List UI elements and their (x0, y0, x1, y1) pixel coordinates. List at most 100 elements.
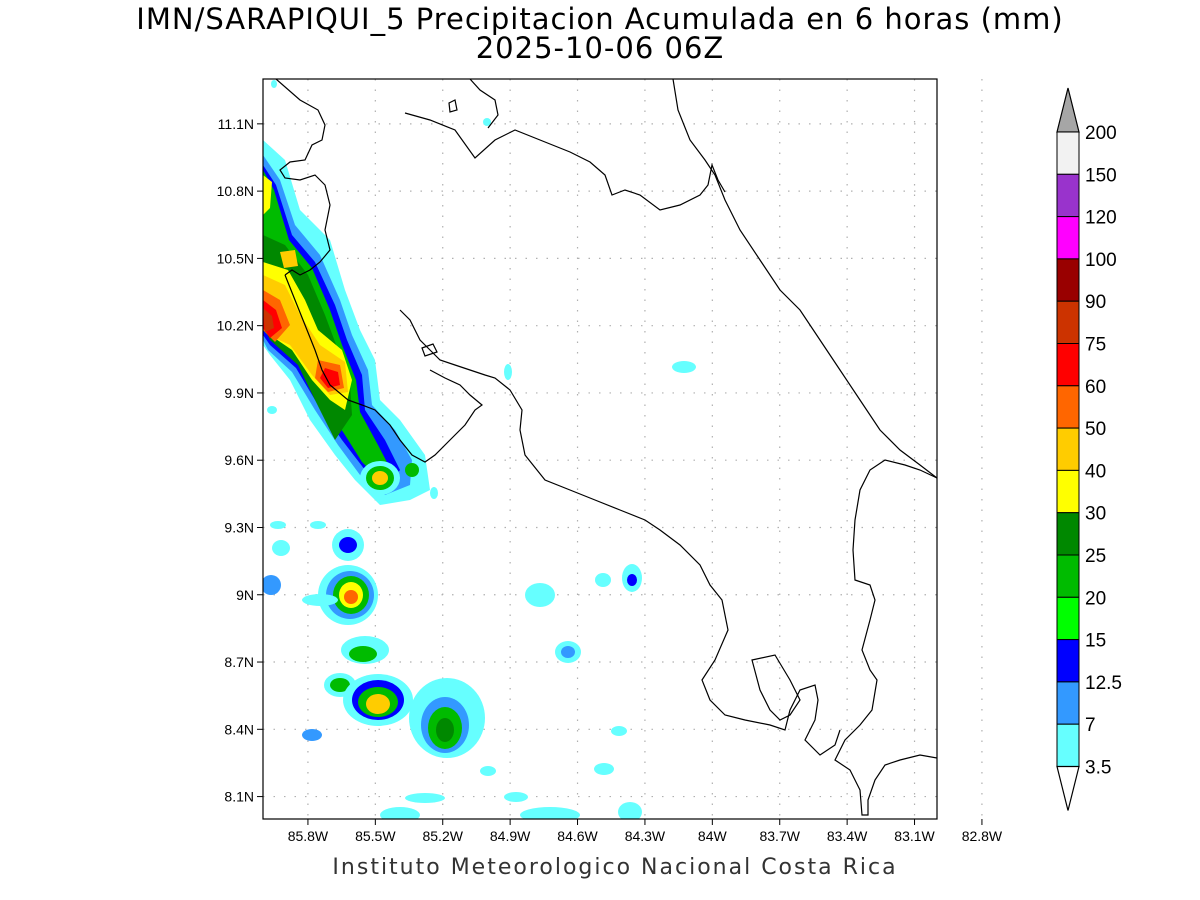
lat-tick-label: 10.2N (217, 318, 254, 334)
rain-cell (595, 573, 611, 587)
rain-cell (525, 583, 555, 607)
lat-tick-label: 11.1N (218, 116, 254, 132)
colorbar-swatch (1056, 681, 1080, 725)
rain-cell (263, 575, 281, 595)
colorbar-swatch (1056, 258, 1080, 302)
lon-tick-label: 83.4W (827, 828, 868, 844)
rain-cell (627, 574, 637, 586)
colorbar-top-arrow (1056, 87, 1080, 133)
lat-tick-label: 8.7N (224, 654, 254, 670)
colorbar-swatch (1056, 427, 1080, 471)
rain-cell (618, 802, 642, 819)
rain-area-40-north (280, 250, 298, 268)
lon-tick-label: 82.8W (962, 828, 1003, 844)
rain-cell (349, 646, 377, 662)
colorbar-swatch (1056, 639, 1080, 683)
colorbar-swatch (1056, 554, 1080, 598)
colorbar-label: 3.5 (1085, 758, 1111, 779)
rain-cell (270, 521, 286, 529)
precipitation-field (263, 80, 696, 819)
lat-tick-label: 8.4N (224, 721, 254, 737)
lon-tick-label: 85.8W (288, 828, 329, 844)
colorbar-label: 12.5 (1085, 673, 1122, 694)
colorbar-label: 120 (1085, 208, 1117, 229)
rain-area-60 (263, 300, 340, 388)
colorbar-label: 20 (1085, 588, 1106, 609)
coastline (275, 79, 937, 816)
lat-tick-label: 9.3N (224, 519, 254, 535)
map-valid-time: 2025-10-06 06Z (475, 31, 725, 65)
colorbar-swatch (1056, 512, 1080, 556)
lat-tick-label: 8.1N (224, 789, 254, 805)
colorbar-label: 50 (1085, 419, 1106, 440)
rain-cell (372, 471, 388, 485)
lat-tick-label: 10.8N (217, 183, 254, 199)
lon-tick-label: 85.5W (355, 828, 396, 844)
rain-cell (436, 718, 454, 742)
colorbar-label: 60 (1085, 377, 1106, 398)
rain-cell (271, 80, 277, 88)
colorbar-legend: 200 150 120 100 90 75 60 50 40 30 25 20 15 12.5 7 3.5 (1056, 87, 1122, 811)
rain-cell (344, 590, 358, 604)
lon-tick-label: 83.7W (759, 828, 800, 844)
rain-cell (330, 678, 350, 692)
rain-cell (339, 537, 357, 553)
colorbar-label: 90 (1085, 292, 1106, 313)
colorbar-label: 100 (1085, 250, 1117, 271)
nicoya-peninsula (284, 274, 483, 463)
rain-cell (480, 766, 496, 776)
rain-cell (267, 406, 277, 414)
lake-islet (448, 99, 458, 113)
colorbar-bottom-arrow (1056, 765, 1080, 811)
rain-cell (272, 540, 290, 556)
colorbar-swatch (1056, 596, 1080, 641)
rain-cell (380, 807, 420, 819)
colorbar-label: 150 (1085, 165, 1117, 186)
lat-tick-label: 9N (236, 587, 254, 603)
latitude-axis: 11.1N 10.8N 10.5N 10.2N 9.9N 9.6N 9.3N 9N 8.7N 8.… (217, 116, 263, 805)
colorbar-swatch (1056, 131, 1080, 175)
golfo-dulce (751, 654, 801, 721)
colorbar-label: 75 (1085, 335, 1106, 356)
pacific-coast-central (399, 309, 841, 756)
rain-cell (504, 792, 528, 802)
rain-area-75 (263, 308, 274, 332)
longitude-axis: 85.8W 85.5W 85.2W 84.9W 84.6W 84.3W 84W 83.7W 83… (288, 819, 1003, 844)
lat-tick-label: 9.9N (224, 385, 254, 401)
rain-cell (302, 729, 322, 741)
panama-border (834, 459, 937, 816)
map-title: IMN/SARAPIQUI_5 Precipitacion Acumulada … (136, 2, 1064, 36)
credit-line: Instituto Meteorologico Nacional Costa R… (332, 855, 898, 880)
rain-cell (430, 487, 438, 499)
colorbar-label: 7 (1085, 715, 1096, 736)
rain-cell (672, 361, 696, 373)
map-grid (263, 79, 983, 819)
nicaragua-coast (469, 79, 499, 129)
lon-tick-label: 83.1W (894, 828, 935, 844)
rain-cell (302, 594, 338, 606)
rain-cell (520, 807, 580, 819)
lon-tick-label: 84.3W (625, 828, 666, 844)
lon-tick-label: 84W (698, 828, 728, 844)
lon-tick-label: 85.2W (422, 828, 463, 844)
rain-cell (483, 118, 491, 126)
colorbar-swatch (1056, 173, 1080, 218)
map-frame (262, 78, 938, 820)
rain-cell (561, 646, 575, 658)
nicoya-gulf-island (421, 343, 438, 357)
colorbar-swatch (1056, 385, 1080, 429)
caribbean-coast (672, 79, 937, 479)
rain-cell (504, 364, 512, 380)
colorbar-label: 40 (1085, 461, 1106, 482)
rain-cell (611, 726, 627, 736)
lon-tick-label: 84.6W (557, 828, 598, 844)
rain-cell (366, 694, 390, 714)
lon-tick-label: 84.9W (490, 828, 531, 844)
colorbar-label: 15 (1085, 631, 1106, 652)
rain-area-50 (263, 290, 344, 392)
nicaragua-border (404, 112, 726, 211)
lat-tick-label: 9.6N (224, 452, 254, 468)
colorbar-swatch (1056, 343, 1080, 387)
rain-area-30-north (263, 175, 272, 215)
